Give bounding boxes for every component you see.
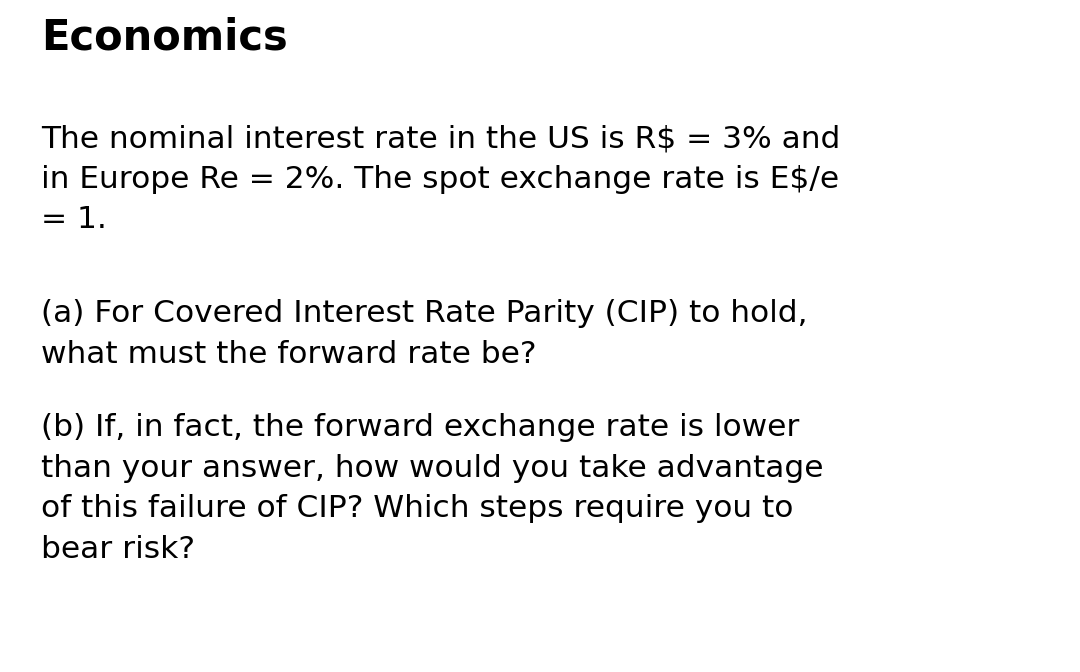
Text: The nominal interest rate in the US is R$ = 3% and
in Europe Re = 2%. The spot e: The nominal interest rate in the US is R… — [41, 124, 840, 235]
Text: (a) For Covered Interest Rate Parity (CIP) to hold,
what must the forward rate b: (a) For Covered Interest Rate Parity (CI… — [41, 299, 808, 368]
Text: Economics: Economics — [41, 17, 287, 59]
Text: (b) If, in fact, the forward exchange rate is lower
than your answer, how would : (b) If, in fact, the forward exchange ra… — [41, 413, 824, 564]
